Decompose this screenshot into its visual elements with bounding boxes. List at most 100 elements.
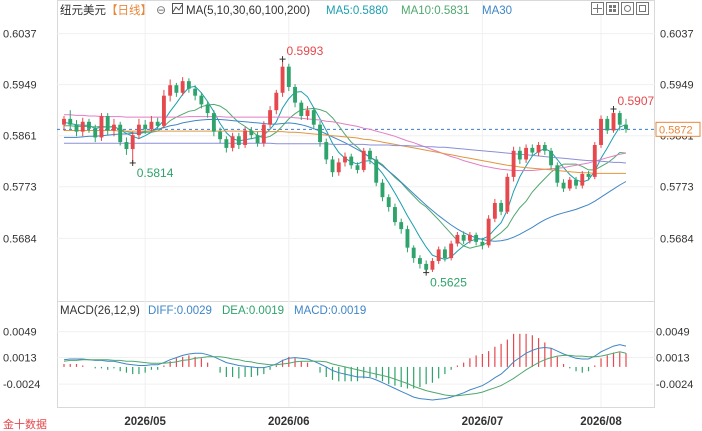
candle: [530, 144, 535, 156]
candle: [193, 85, 198, 101]
candle: [299, 100, 304, 121]
candle: [355, 162, 360, 174]
zoom-out-icon[interactable]: ⊖: [156, 3, 166, 17]
candle-body: [93, 128, 98, 138]
candle-body: [62, 118, 66, 125]
x-tick-label: 2026/07: [462, 416, 504, 428]
candle-body: [236, 136, 241, 145]
candle-body: [318, 124, 322, 143]
diff-line: [63, 344, 627, 401]
candle: [205, 101, 210, 118]
candle: [218, 127, 223, 144]
macd-y-tick-label-right: 0.0013: [656, 353, 690, 365]
candle: [224, 136, 229, 153]
ma30-label: MA30: [482, 5, 512, 17]
candle-body: [311, 110, 316, 125]
candle: [161, 89, 166, 129]
candle-body: [524, 147, 529, 160]
candle: [542, 142, 547, 155]
candle-body: [436, 249, 441, 261]
candle-body: [486, 218, 491, 246]
candle-body: [249, 130, 254, 136]
candle: [174, 82, 179, 97]
candle: [324, 138, 329, 165]
candle: [143, 120, 148, 134]
y-tick-label-right: 0.5949: [660, 80, 694, 92]
candle-body: [530, 147, 535, 153]
candle-body: [343, 156, 347, 163]
watermark: 金十数据: [3, 417, 47, 431]
candle: [617, 110, 622, 131]
candle: [536, 142, 541, 156]
candle: [112, 118, 116, 137]
candle-body: [68, 118, 73, 125]
settings-icon[interactable]: [621, 2, 634, 15]
candle-body: [74, 124, 79, 132]
candle: [624, 118, 628, 133]
candle-body: [605, 118, 610, 131]
candle: [199, 92, 204, 109]
candle-body: [492, 202, 497, 219]
candle: [155, 117, 160, 130]
candle: [80, 117, 85, 137]
diff-label: DIFF:0.0029: [148, 305, 212, 317]
ma-params-label[interactable]: MA(5,10,30,60,100,200): [186, 5, 310, 17]
candle-body: [474, 234, 479, 242]
candle: [455, 231, 460, 247]
candle-body: [355, 165, 360, 170]
candle-body: [105, 115, 110, 131]
candle-body: [174, 85, 179, 93]
candle-body: [118, 124, 123, 143]
candle-body: [417, 258, 422, 264]
candle-body: [99, 115, 104, 138]
grid: [57, 1, 655, 407]
y-tick-label-right: 0.6037: [660, 29, 694, 41]
candle-body: [374, 159, 379, 183]
indicator-icon[interactable]: [172, 3, 183, 14]
candle: [555, 162, 560, 187]
grid-minus-icon[interactable]: [606, 2, 619, 15]
price-annotation: 0.5625: [423, 269, 467, 290]
candle: [168, 79, 173, 102]
x-tick-label: 2026/06: [268, 416, 310, 428]
candle: [268, 106, 273, 129]
candle: [386, 194, 391, 212]
candle-body: [243, 130, 248, 145]
candle: [68, 110, 73, 130]
y-tick-label-left: 0.5773: [3, 182, 37, 194]
candle: [580, 171, 585, 189]
candle: [368, 147, 372, 165]
candle: [305, 106, 310, 121]
price-annotation: 0.5993: [279, 44, 324, 63]
candle: [430, 258, 435, 273]
fullscreen-icon[interactable]: [636, 2, 649, 15]
candle-body: [143, 124, 148, 130]
dea-label: DEA:0.0019: [222, 305, 284, 317]
macd-header: MACD(26,12,9) DIFF:0.0029 DEA:0.0019 MAC…: [60, 305, 366, 317]
candle: [461, 231, 466, 245]
last-price-tag: 0.5872: [655, 121, 701, 137]
macd-y-tick-label-left: -0.0024: [3, 379, 40, 391]
candle-body: [255, 135, 260, 144]
candle: [567, 176, 572, 191]
candle-body: [199, 95, 204, 105]
candle: [574, 176, 578, 190]
candle-body: [299, 102, 304, 116]
candle-body: [455, 234, 460, 244]
candle-body: [574, 179, 578, 186]
candle-body: [112, 124, 116, 131]
candle: [599, 115, 603, 148]
candle-body: [461, 234, 466, 241]
candle-body: [268, 110, 273, 125]
period-label[interactable]: 【日线】: [106, 3, 152, 17]
ma100-line: [64, 130, 626, 174]
macd-title: MACD(26,12,9): [60, 305, 140, 317]
candle-body: [430, 260, 435, 270]
grid-plus-icon[interactable]: [591, 2, 604, 15]
candle: [449, 240, 454, 261]
candle-body: [230, 136, 235, 148]
candle: [230, 132, 235, 152]
candle: [442, 246, 447, 262]
